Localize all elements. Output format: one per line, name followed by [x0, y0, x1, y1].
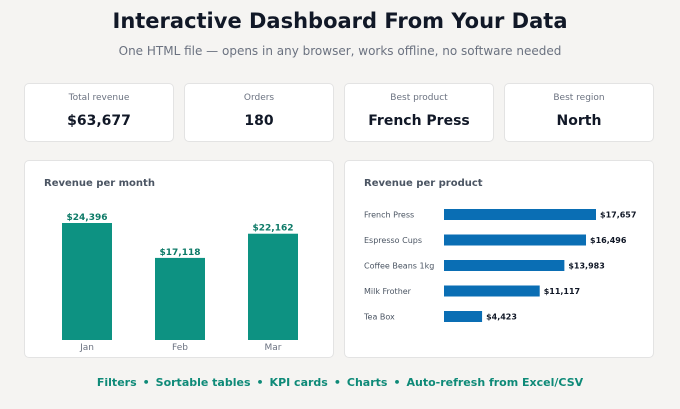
revenue-per-month-panel: Revenue per month $24,396 Jan $17,118 Feb $2… — [24, 160, 334, 358]
data-label: $4,423 — [486, 313, 517, 322]
data-label: $16,496 — [590, 236, 627, 245]
chart-title: Revenue per month — [44, 178, 155, 189]
category-label: French Press — [364, 211, 414, 220]
data-label: $24,396 — [67, 213, 108, 223]
revenue-per-product-chart: French Press $17,657 Espresso Cups $16,496 C… — [363, 209, 636, 322]
bar — [444, 285, 540, 297]
data-label: $17,118 — [160, 248, 201, 258]
kpi-label: Best region — [553, 93, 605, 103]
category-label: Espresso Cups — [364, 236, 422, 245]
separator-dot: • — [393, 376, 401, 389]
feature-item: Charts — [346, 376, 388, 389]
kpi-value: $63,677 — [67, 113, 131, 129]
bar — [155, 257, 205, 340]
data-label: $17,657 — [600, 211, 636, 220]
page-title: Interactive Dashboard From Your Data — [112, 9, 568, 33]
kpi-value: North — [556, 113, 602, 129]
feature-item: Filters — [96, 376, 137, 389]
bar — [62, 223, 112, 340]
kpi-value: French Press — [368, 113, 470, 129]
revenue-per-product-panel: Revenue per product French Press $17,657 E… — [344, 160, 654, 358]
separator-dot: • — [142, 376, 150, 389]
page-subtitle: One HTML file — opens in any browser, wo… — [118, 44, 562, 58]
bar — [444, 260, 565, 271]
kpi-card-best-product: Best product French Press — [344, 83, 494, 142]
feature-list: Filters • Sortable tables • KPI cards • Charts… — [0, 376, 680, 389]
data-label: $13,983 — [568, 262, 604, 271]
data-label: $11,117 — [544, 287, 580, 296]
category-label: Milk Frother — [364, 287, 412, 296]
feature-item: KPI cards — [269, 376, 328, 389]
feature-item: Sortable tables — [155, 376, 251, 389]
kpi-label: Best product — [390, 93, 448, 103]
separator-dot: • — [333, 376, 341, 389]
kpi-label: Total revenue — [68, 93, 130, 103]
tick-label: Jan — [79, 343, 94, 353]
kpi-value: 180 — [244, 113, 274, 129]
kpi-card-total-revenue: Total revenue $63,677 — [24, 83, 174, 142]
separator-dot: • — [256, 376, 264, 389]
kpi-label: Orders — [243, 93, 275, 103]
bar — [444, 209, 596, 220]
data-label: $22,162 — [253, 224, 294, 234]
bar — [248, 233, 298, 340]
feature-item: Auto-refresh from Excel/CSV — [406, 376, 584, 389]
tick-label: Feb — [172, 343, 188, 353]
tick-label: Mar — [265, 343, 282, 353]
chart-title: Revenue per product — [364, 178, 483, 189]
bar — [444, 311, 483, 322]
category-label: Tea Box — [363, 313, 395, 322]
kpi-card-orders: Orders 180 — [184, 83, 334, 142]
revenue-per-month-chart: $24,396 Jan $17,118 Feb $22,162 Mar — [62, 213, 298, 353]
category-label: Coffee Beans 1kg — [364, 262, 434, 271]
kpi-card-best-region: Best region North — [504, 83, 654, 142]
bar — [444, 234, 587, 246]
